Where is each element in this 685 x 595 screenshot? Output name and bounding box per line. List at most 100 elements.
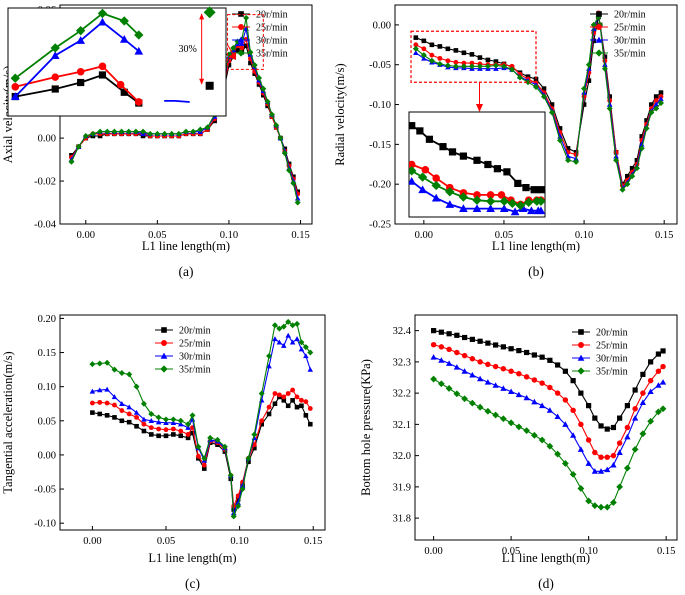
data-point [118, 370, 125, 377]
data-point [438, 357, 445, 363]
data-point [590, 21, 597, 28]
data-point [569, 470, 577, 478]
data-point [104, 359, 111, 366]
inset-data-point [499, 196, 509, 206]
data-point [258, 390, 265, 397]
data-point [227, 472, 234, 479]
inset-data-point [493, 165, 501, 173]
data-point [573, 158, 580, 165]
x-tick-label: 0.05 [502, 546, 520, 557]
y-tick-label: 0.00 [373, 20, 391, 31]
data-point [531, 377, 538, 383]
data-point [610, 452, 617, 459]
data-point [500, 344, 506, 350]
data-point [453, 48, 459, 53]
panel-label: (b) [528, 264, 544, 279]
y-tick-label: -0.10 [369, 100, 391, 111]
data-point [461, 395, 468, 403]
data-point [655, 351, 661, 357]
data-point [461, 50, 467, 56]
data-point [155, 419, 162, 425]
data-point [246, 459, 251, 465]
legend: 20r/min 25r/min 30r/min 35r/min [232, 10, 288, 60]
data-point [97, 411, 103, 417]
panel-label: (a) [179, 264, 194, 279]
data-point [485, 57, 491, 63]
data-point [541, 93, 548, 100]
data-point [604, 454, 610, 460]
legend-label: 25r/min [256, 23, 288, 34]
data-point [148, 432, 154, 437]
data-point [437, 380, 445, 388]
data-point [195, 453, 201, 459]
inset-data-point [503, 168, 511, 176]
data-point [570, 378, 576, 384]
data-point [655, 382, 662, 388]
data-point [185, 424, 191, 430]
inset-data-point [98, 17, 107, 26]
data-point [289, 322, 296, 329]
data-point [294, 336, 300, 342]
data-point [624, 181, 631, 188]
data-point [132, 128, 139, 135]
inset-data-point [50, 51, 60, 59]
data-point [578, 390, 584, 396]
data-point [591, 38, 596, 44]
series-20r/min [431, 328, 666, 432]
data-point [141, 428, 147, 434]
inset-data-point [409, 176, 417, 185]
data-point [586, 403, 592, 409]
data-point [484, 407, 492, 415]
data-point [492, 411, 499, 419]
y-tick-label: -0.05 [34, 485, 56, 496]
inset-data-point [77, 78, 85, 87]
data-point [303, 413, 309, 418]
data-point [647, 388, 654, 395]
x-axis-label: L1 line length(m) [502, 551, 590, 565]
data-point [585, 437, 592, 443]
legend-label: 20r/min [614, 10, 646, 21]
inset-data-point [445, 200, 455, 208]
data-point [604, 426, 610, 432]
data-point [639, 430, 647, 438]
data-point [294, 320, 301, 327]
data-point [461, 352, 468, 359]
inset-data-point [497, 191, 506, 199]
data-point [554, 450, 562, 458]
series-30r/min [430, 354, 667, 474]
data-point [156, 433, 161, 439]
x-tick-label: 0.15 [304, 536, 322, 547]
legend-label: 25r/min [179, 339, 211, 350]
data-point [276, 325, 283, 332]
data-point [281, 150, 288, 157]
max-marker-20 [205, 81, 214, 90]
data-point [554, 390, 561, 396]
data-point [163, 416, 169, 423]
legend-marker [237, 36, 245, 43]
data-point [133, 383, 140, 390]
data-point [111, 366, 118, 373]
data-point [499, 415, 507, 423]
data-point [147, 130, 154, 137]
data-point [201, 462, 207, 468]
legend: 20r/min 25r/min 30r/min 35r/min [590, 10, 646, 60]
legend-marker [160, 365, 168, 373]
data-point [264, 98, 271, 105]
y-axis-label: Tangential acceleration(m/s) [1, 351, 15, 493]
inset-data-point [119, 35, 129, 43]
inset-data-point [418, 185, 427, 194]
data-point [460, 63, 467, 70]
data-point [266, 352, 273, 359]
inset-data-point [134, 46, 144, 55]
data-point [578, 421, 584, 428]
inset-plot [409, 122, 545, 216]
data-point [276, 392, 282, 398]
data-point [624, 403, 630, 409]
data-point [469, 60, 475, 66]
data-point [285, 403, 291, 409]
legend-label: 20r/min [256, 10, 288, 21]
data-point [629, 173, 636, 180]
data-point [272, 401, 278, 407]
data-point [177, 421, 184, 427]
data-point [469, 356, 476, 362]
